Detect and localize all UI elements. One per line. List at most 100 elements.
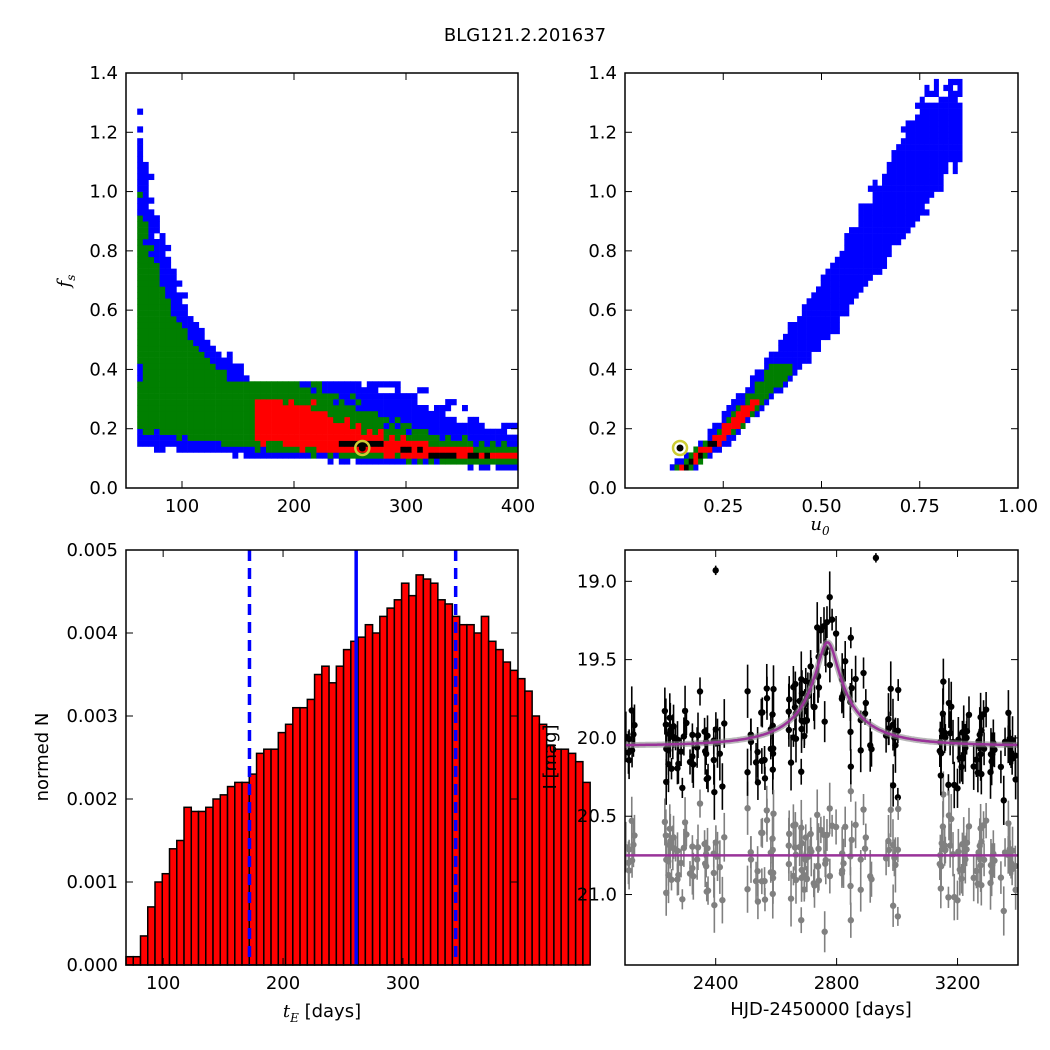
p1-cell [322,416,328,424]
p1-cell [182,351,188,358]
p2-cell [877,262,883,269]
p1-cell [226,410,233,418]
data-point [889,782,897,789]
residual-point [798,874,805,882]
p1-cell [210,369,216,376]
p1-cell [142,428,149,435]
p1-cell [288,452,295,459]
p2-cell [943,102,949,109]
p2-cell [943,114,949,121]
p1-cell [366,381,373,388]
residual-point [787,895,795,902]
p1-cell [439,410,446,418]
p2-cell [773,369,779,376]
residual-point [889,841,897,849]
p2-cell [905,179,911,186]
histogram-bar [560,748,570,966]
p2-cell [834,274,840,281]
p1-cell [495,428,502,435]
data-point [679,784,686,792]
p2-cell [910,173,916,181]
p2-ytick-label: 0.0 [588,478,617,499]
p2-cell [754,369,760,376]
p1-cell [383,399,390,406]
p2-cell [764,369,770,376]
p1-cell [182,446,188,453]
p1-cell [154,322,160,329]
p1-cell [170,393,177,400]
p1-cell [383,410,390,418]
p1-cell [176,405,183,412]
p1-cell [389,381,396,388]
p1-cell [473,416,480,424]
p2-cell [948,138,954,145]
p2-cell [919,96,925,103]
residual-point [958,875,965,882]
p1-cell [232,440,239,447]
p1-cell [159,327,166,335]
residual-point [847,917,855,924]
p2-cell [948,114,954,121]
p2-cell [933,108,939,115]
data-point [801,732,808,740]
p1-ylabel: fs [54,275,78,290]
p1-cell [159,280,166,287]
p1-cell [221,405,228,412]
p1-cell [338,399,345,406]
p1-cell [333,399,340,406]
p1-cell [204,416,211,424]
p4-plot-area [625,553,1018,953]
p2-cell [924,84,930,92]
p1-cell [204,434,211,441]
p1-cell [406,458,412,465]
p2-cell [707,434,713,441]
p1-cell [417,387,424,394]
p1-cell [142,399,149,406]
p1-cell [260,381,267,388]
histogram-bar [190,810,200,966]
p2-cell [844,274,850,281]
p2-cell [716,434,722,441]
p1-cell [406,440,412,447]
p1-cell [310,399,317,406]
p1-cell [159,316,166,323]
p1-cell [193,327,200,335]
p1-cell [422,434,429,441]
p1-cell [350,399,356,406]
p1-cell [294,405,300,412]
p1-cell [327,434,334,441]
p1-cell [282,422,289,430]
p2-cell [797,345,803,352]
data-point [946,730,954,737]
p2-cell [787,327,793,335]
p4-xtick-label: 2800 [814,973,860,994]
p2-cell [825,292,831,299]
p2-cell [849,286,855,293]
residual-point [887,806,894,814]
p1-cell [137,387,144,394]
p2-cell [891,150,897,157]
p1-cell [159,393,166,400]
p2-cell [844,286,850,293]
p1-cell [182,428,188,435]
p1-cell [383,434,390,441]
histogram-bar [168,848,178,966]
p1-cell [137,144,144,151]
p2-cell [792,363,798,370]
histogram-bar [321,665,330,966]
p1-cell [148,363,155,370]
p2-cell [693,464,699,471]
p2-cell [759,375,765,382]
p1-cell [422,405,429,412]
p2-cell [858,203,864,210]
p1-cell [142,351,149,358]
p2-cell [957,108,963,115]
p1-cell [221,428,228,435]
p1-cell [249,416,256,424]
p2-cell [910,197,916,204]
p1-cell [148,434,155,441]
p1-cell [350,440,356,447]
p1-cell [210,410,216,418]
p1-cell [411,458,418,465]
p2-cell [768,369,774,376]
